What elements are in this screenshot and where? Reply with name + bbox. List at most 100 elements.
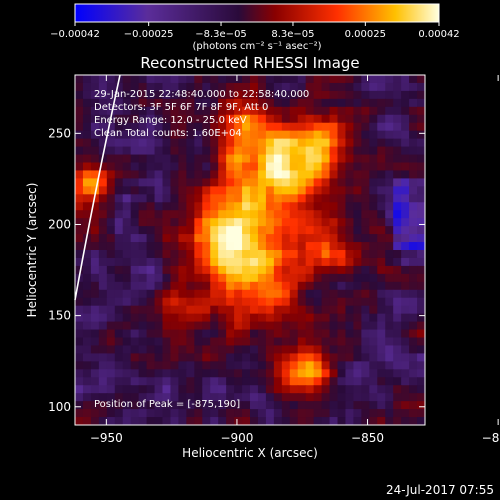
heatmap-cell [75,250,84,259]
heatmap-cell [273,178,283,187]
heatmap-cell [218,297,227,307]
heatmap-cell [250,234,259,243]
heatmap-cell [313,369,323,378]
heatmap-cell [297,377,307,386]
heatmap-cell [98,361,108,370]
heatmap-cell [305,170,315,179]
heatmap-cell [114,329,124,339]
x-axis-ticks: −950−900−850−800 [90,75,500,445]
heatmap-cell [130,90,140,100]
heatmap-cell [273,385,283,394]
colorbar-tick-label: 0.00042 [418,29,459,40]
heatmap-cell [170,297,179,307]
heatmap-cell [417,257,425,267]
heatmap-cell [122,353,132,362]
heatmap-cell [361,297,370,307]
heatmap-cell [401,417,410,425]
heatmap-cell [409,90,418,100]
heatmap-cell [130,305,140,315]
heatmap-cell [297,226,307,235]
heatmap-cell [289,202,299,211]
heatmap-cell [98,257,108,267]
heatmap-cell [75,345,84,354]
heatmap-cell [321,289,331,299]
heatmap-cell [353,114,362,124]
heatmap-cell [106,385,116,394]
heatmap-cell [178,409,187,418]
heatmap-cell [401,297,410,307]
heatmap-cell [257,106,267,116]
heatmap-cell [186,417,195,425]
heatmap-cell [234,218,243,227]
heatmap-cell [265,210,275,219]
heatmap-cell [154,75,164,84]
heatmap-cell [114,234,124,243]
heatmap-cell [329,75,339,84]
heatmap-cell [401,234,410,243]
heatmap-cell [194,202,203,211]
heatmap-cell [98,106,108,116]
heatmap-cell [273,417,283,425]
heatmap-cell [186,202,195,211]
heatmap-cell [329,250,339,259]
heatmap-cell [393,130,402,140]
heatmap-cell [154,130,164,140]
heatmap-cell [265,361,275,370]
heatmap-cell [194,210,203,219]
heatmap-cell [417,90,425,100]
heatmap-cell [345,138,354,148]
heatmap-cell [409,313,418,323]
heatmap-cell [178,186,187,195]
heatmap-cell [210,178,219,187]
heatmap-cell [178,162,187,172]
heatmap-cell [154,178,164,187]
heatmap-cell [361,361,370,370]
heatmap-cell [257,194,267,203]
heatmap-cell [138,337,148,347]
heatmap-cell [281,289,291,299]
heatmap-cell [234,377,243,386]
heatmap-cell [90,409,100,418]
heatmap-cell [162,178,172,187]
heatmap-cell [289,234,299,243]
heatmap-cell [305,409,315,418]
heatmap-cell [289,226,299,235]
heatmap-cell [98,202,108,211]
heatmap-cell [114,281,124,291]
heatmap-cell [250,114,259,124]
heatmap-cell [369,289,378,299]
heatmap-cell [130,122,140,132]
heatmap-cell [353,130,362,140]
heatmap-cell [385,385,394,394]
heatmap-cell [75,321,84,331]
heatmap-cell [337,250,347,259]
heatmap-cell [369,329,378,339]
heatmap-cell [186,130,195,140]
heatmap-cell [297,130,307,140]
heatmap-cell [82,329,92,339]
heatmap-cell [393,194,402,203]
timestamp: 24-Jul-2017 07:55 [385,483,494,497]
heatmap-cell [329,377,339,386]
heatmap-cell [273,329,283,339]
heatmap-cell [82,289,92,299]
heatmap-cell [257,202,267,211]
heatmap-cell [194,337,203,347]
heatmap-cell [273,234,283,243]
heatmap-cell [210,154,219,164]
heatmap-cell [393,345,402,354]
heatmap-cell [393,297,402,307]
heatmap-cell [130,194,140,203]
heatmap-cell [186,337,195,347]
heatmap-cell [154,138,164,148]
heatmap-cell [250,202,259,211]
heatmap-cell [170,281,179,291]
heatmap-cell [130,98,140,108]
heatmap-cell [393,337,402,347]
heatmap-cell [210,130,219,140]
heatmap-cell [226,281,235,291]
heatmap-cell [305,162,315,172]
heatmap-cell [353,369,362,378]
heatmap-cell [329,122,339,132]
heatmap-cell [313,401,323,410]
